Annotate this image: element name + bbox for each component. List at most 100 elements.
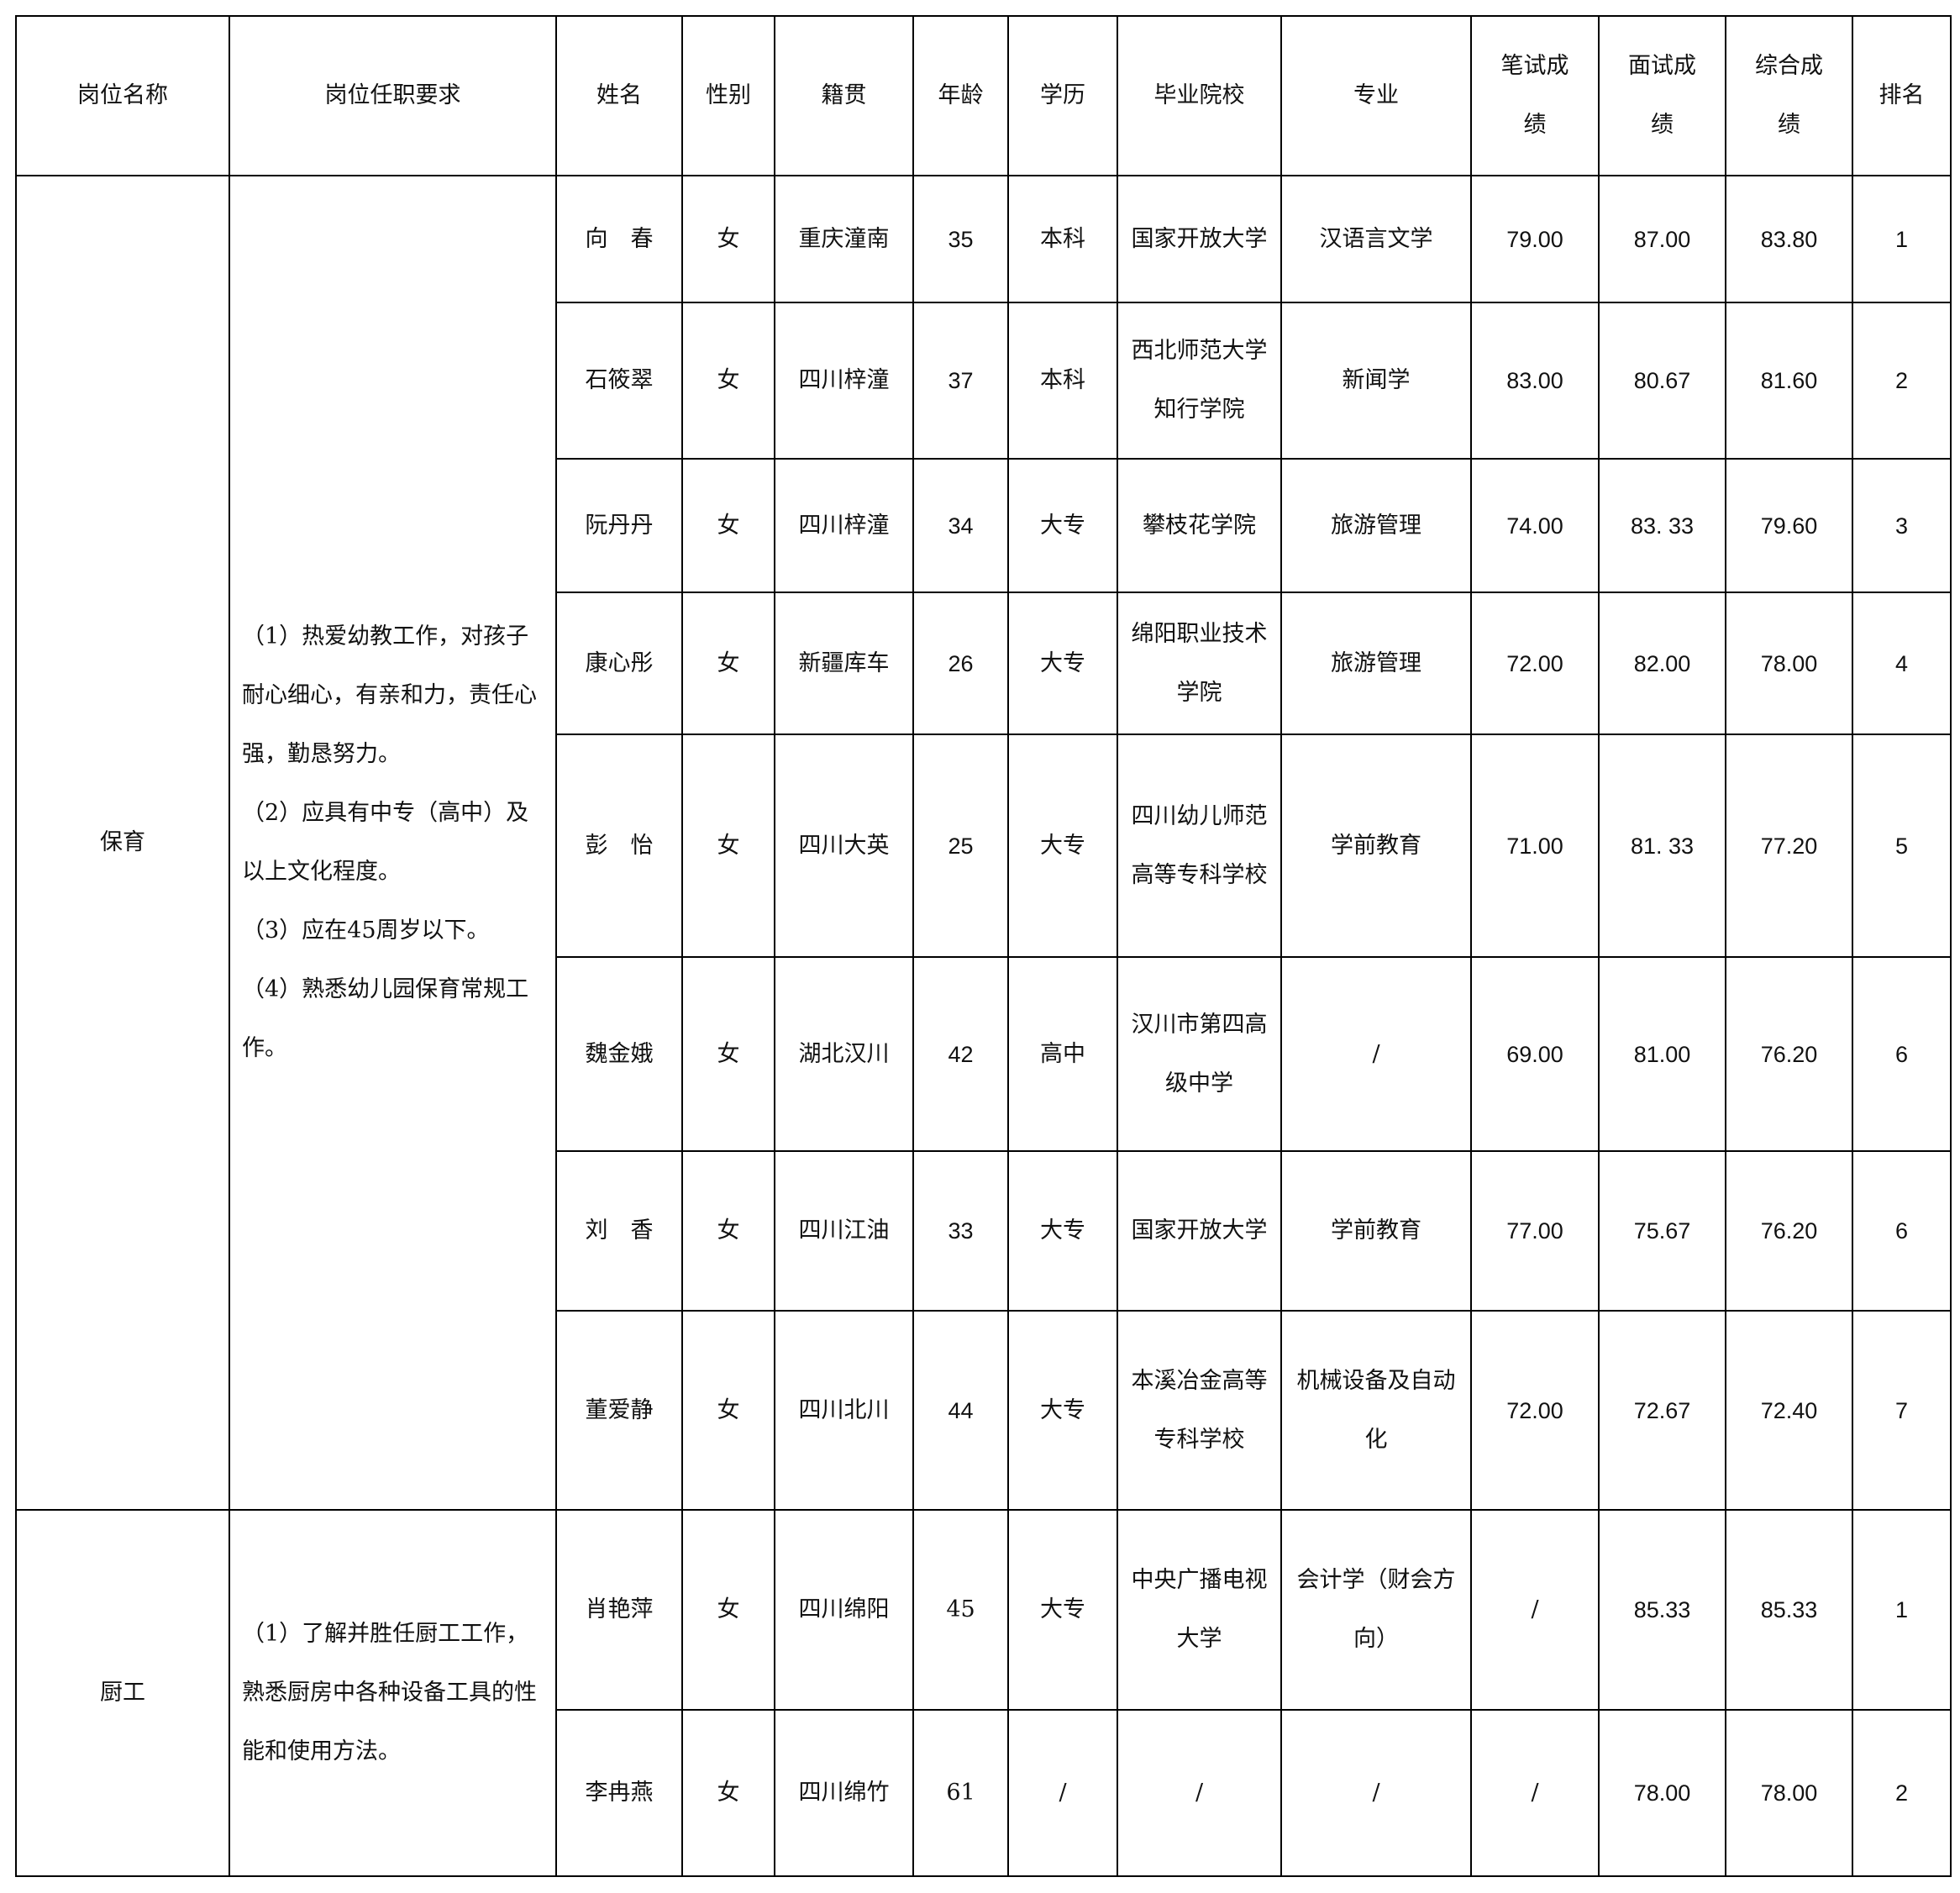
table-cell: 新疆库车 [774, 592, 914, 735]
requirement-item: （4）熟悉幼儿园保育常规工作。 [242, 976, 529, 1061]
table-cell: 湖北汉川 [774, 956, 914, 1152]
column-header: 岗位任职要求 [229, 15, 557, 176]
table-cell: 79.60 [1725, 458, 1853, 593]
table-cell: / [1470, 1509, 1600, 1711]
table-cell: 82.00 [1598, 592, 1726, 735]
table-cell: 学前教育 [1280, 734, 1472, 958]
table-cell: / [1007, 1709, 1118, 1877]
column-header: 籍贯 [774, 15, 914, 176]
table-cell: 33 [912, 1150, 1009, 1312]
table-cell: 78.00 [1598, 1709, 1726, 1877]
table-cell: 机械设备及自动化 [1280, 1310, 1472, 1511]
table-cell: 81.60 [1725, 302, 1853, 460]
table-row: 阮丹丹女四川梓潼 34 大专 攀枝花学院 旅游管理 74.00 83. 33 79.60 3 [16, 458, 1952, 593]
table-cell: 81. 33 [1598, 734, 1726, 958]
position-name: 保育 [15, 175, 230, 1511]
table-cell: 四川梓潼 [774, 302, 914, 460]
results-table: 岗位名称 岗位任职要求 姓名 性别 籍贯 年龄 学历 毕业院校 专业 笔试成绩 面试成绩 综合成绩 排名… [15, 15, 1952, 1877]
table-cell: 四川梓潼 [774, 458, 914, 593]
table-cell: 女 [681, 956, 775, 1152]
table-cell: 85.33 [1598, 1509, 1726, 1711]
table-cell: 72.00 [1470, 592, 1600, 735]
table-cell: 汉语言文学 [1280, 175, 1472, 303]
table-cell: 78.00 [1725, 1709, 1853, 1877]
table-cell: 3 [1852, 458, 1952, 593]
table-cell: 2 [1852, 302, 1952, 460]
requirement-item: （3）应在45周岁以下。 [242, 918, 490, 944]
column-header: 姓名 [555, 15, 683, 176]
table-cell: 大专 [1007, 1150, 1118, 1312]
table-row: 魏金娥女湖北汉川 42 高中 汉川市第四高级中学/69.00 81.00 76.20 6 [16, 956, 1952, 1152]
column-header: 专业 [1280, 15, 1472, 176]
table-cell: 34 [912, 458, 1009, 593]
table-cell: / [1470, 1709, 1600, 1877]
table-cell: 女 [681, 734, 775, 958]
table-cell: 女 [681, 458, 775, 593]
table-cell: 大专 [1007, 1509, 1118, 1711]
table-row: 康心彤女新疆库车 26 大专 绵阳职业技术学院 旅游管理 72.00 82.00 78.00 4 [16, 592, 1952, 735]
table-cell: 42 [912, 956, 1009, 1152]
table-cell: 1 [1852, 175, 1952, 303]
table-cell: 四川大英 [774, 734, 914, 958]
table-cell: 6 [1852, 956, 1952, 1152]
table-cell: 85.33 [1725, 1509, 1853, 1711]
position-requirements: （1）热爱幼教工作，对孩子耐心细心，有亲和力，责任心强，勤恳努力。 （2）应具有中… [229, 175, 557, 1511]
table-cell: 72.67 [1598, 1310, 1726, 1511]
table-cell: 会计学（财会方向） [1280, 1509, 1472, 1711]
table-cell: 魏金娥 [555, 956, 683, 1152]
table-cell: 肖艳萍 [555, 1509, 683, 1711]
table-cell: 女 [681, 1709, 775, 1877]
table-cell: 35 [912, 175, 1009, 303]
table-row: 彭 怡女四川大英 25 大专 四川幼儿师范高等专科学校 学前教育 71.00 81. 33 7… [16, 734, 1952, 958]
requirement-item: （1）热爱幼教工作，对孩子耐心细心，有亲和力，责任心强，勤恳努力。 [242, 623, 537, 767]
table-cell: 81.00 [1598, 956, 1726, 1152]
table-cell: 大专 [1007, 592, 1118, 735]
table-cell: 绵阳职业技术学院 [1117, 592, 1282, 735]
table-cell: 女 [681, 592, 775, 735]
table-cell: 四川北川 [774, 1310, 914, 1511]
table-cell: 37 [912, 302, 1009, 460]
table-cell: 80.67 [1598, 302, 1726, 460]
table-cell: 83. 33 [1598, 458, 1726, 593]
table-cell: 78.00 [1725, 592, 1853, 735]
table-cell: 国家开放大学 [1117, 175, 1282, 303]
table-row: 石筱翠女四川梓潼 37 本科 西北师范大学知行学院 新闻学 83.00 80.67 81.60… [16, 302, 1952, 460]
column-header: 排名 [1852, 15, 1952, 176]
column-header: 毕业院校 [1117, 15, 1282, 176]
table-cell: 重庆潼南 [774, 175, 914, 303]
table-cell: 旅游管理 [1280, 458, 1472, 593]
table-cell: 西北师范大学知行学院 [1117, 302, 1282, 460]
table-cell: 69.00 [1470, 956, 1600, 1152]
table-cell: 本溪冶金高等专科学校 [1117, 1310, 1282, 1511]
table-cell: 石筱翠 [555, 302, 683, 460]
column-header: 面试成绩 [1598, 15, 1726, 176]
table-cell: 2 [1852, 1709, 1952, 1877]
table-cell: 83.80 [1725, 175, 1853, 303]
table-cell: 女 [681, 1310, 775, 1511]
table-cell: 攀枝花学院 [1117, 458, 1282, 593]
table-cell: 77.00 [1470, 1150, 1600, 1312]
table-cell: 45 [912, 1509, 1009, 1711]
table-cell: 向 春 [555, 175, 683, 303]
table-cell: 女 [681, 1509, 775, 1711]
requirement-item: （1）了解并胜任厨工工作，熟悉厨房中各种设备工具的性能和使用方法。 [242, 1621, 537, 1764]
table-cell: 大专 [1007, 1310, 1118, 1511]
table-row: 厨工 （1）了解并胜任厨工工作，熟悉厨房中各种设备工具的性能和使用方法。 肖艳萍女四… [15, 1509, 1952, 1877]
table-cell: 刘 香 [555, 1150, 683, 1312]
table-cell: 72.40 [1725, 1310, 1853, 1511]
table-cell: 44 [912, 1310, 1009, 1511]
table-cell: 大专 [1007, 734, 1118, 958]
table-row: 刘 香女四川江油 33 大专 国家开放大学 学前教育 77.00 75.67 76.20 6 [16, 1150, 1952, 1312]
table-cell: 71.00 [1470, 734, 1600, 958]
table-cell: 中央广播电视大学 [1117, 1509, 1282, 1711]
table-cell: 83.00 [1470, 302, 1600, 460]
header-row: 岗位名称 岗位任职要求 姓名 性别 籍贯 年龄 学历 毕业院校 专业 笔试成绩 面试成绩 综合成绩 排名 [15, 15, 1952, 176]
table-cell: 高中 [1007, 956, 1118, 1152]
table-cell: 李冉燕 [555, 1709, 683, 1877]
column-header: 性别 [681, 15, 775, 176]
table-cell: 76.20 [1725, 956, 1853, 1152]
table-cell: 国家开放大学 [1117, 1150, 1282, 1312]
table-cell: 新闻学 [1280, 302, 1472, 460]
table-cell: 康心彤 [555, 592, 683, 735]
table-cell: 76.20 [1725, 1150, 1853, 1312]
